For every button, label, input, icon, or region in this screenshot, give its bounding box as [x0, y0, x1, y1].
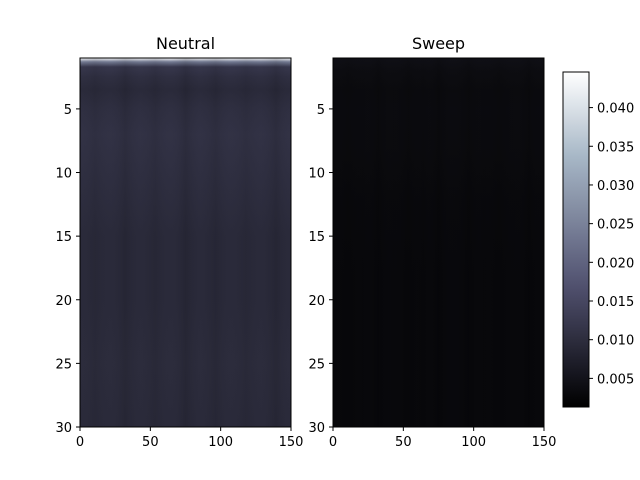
y-tick-label: 30 — [55, 421, 72, 436]
y-axis-sweep: 5 10 15 20 25 30 — [308, 103, 333, 436]
colorbar-tick-label: 0.025 — [597, 218, 634, 233]
y-tick-label: 15 — [55, 230, 72, 245]
colorbar-tick-label: 0.020 — [597, 256, 634, 271]
y-tick-label: 25 — [308, 357, 325, 372]
x-tick-label: 100 — [208, 435, 233, 450]
x-tick-label: 50 — [395, 435, 412, 450]
y-tick-label: 20 — [55, 294, 72, 309]
y-tick-label: 20 — [308, 294, 325, 309]
x-tick-label: 0 — [76, 435, 84, 450]
colorbar-tick-label: 0.030 — [597, 179, 634, 194]
heatmap-texture-sweep — [333, 58, 544, 427]
colorbar-tick-label: 0.010 — [597, 334, 634, 349]
colorbar-tick-label: 0.035 — [597, 140, 634, 155]
colorbar-gradient — [563, 72, 589, 407]
y-tick-label: 10 — [308, 167, 325, 182]
panel-title-sweep: Sweep — [412, 34, 465, 53]
panel-title-neutral: Neutral — [156, 34, 215, 53]
colorbar: 0.005 0.010 0.015 0.020 0.025 0.030 0.035 0.040 — [562, 71, 634, 408]
y-tick-label: 5 — [64, 103, 72, 118]
axes-frame-sweep — [332, 57, 545, 428]
x-axis-neutral: 0 50 100 150 — [76, 427, 304, 450]
y-tick-label: 30 — [308, 421, 325, 436]
x-tick-label: 150 — [532, 435, 557, 450]
colorbar-frame — [562, 71, 590, 408]
y-tick-label: 15 — [308, 230, 325, 245]
colorbar-ticks: 0.005 0.010 0.015 0.020 0.025 0.030 0.035 0.040 — [589, 102, 634, 387]
heatmap-panel-neutral: Neutral 0 50 100 150 5 10 15 20 25 30 — [55, 34, 303, 450]
heatmap-panel-sweep: Sweep 0 50 100 150 5 10 15 20 25 30 — [308, 34, 556, 450]
y-axis-neutral: 5 10 15 20 25 30 — [55, 103, 80, 436]
x-axis-sweep: 0 50 100 150 — [329, 427, 557, 450]
x-tick-label: 50 — [142, 435, 159, 450]
y-tick-label: 5 — [317, 103, 325, 118]
x-tick-label: 0 — [329, 435, 337, 450]
axes-frame-neutral — [79, 57, 292, 428]
x-tick-label: 100 — [461, 435, 486, 450]
y-tick-label: 25 — [55, 357, 72, 372]
y-tick-label: 10 — [55, 167, 72, 182]
x-tick-label: 150 — [279, 435, 304, 450]
heatmap-texture-neutral — [80, 58, 291, 427]
colorbar-tick-label: 0.005 — [597, 372, 634, 387]
colorbar-tick-label: 0.040 — [597, 102, 634, 117]
colorbar-tick-label: 0.015 — [597, 295, 634, 310]
